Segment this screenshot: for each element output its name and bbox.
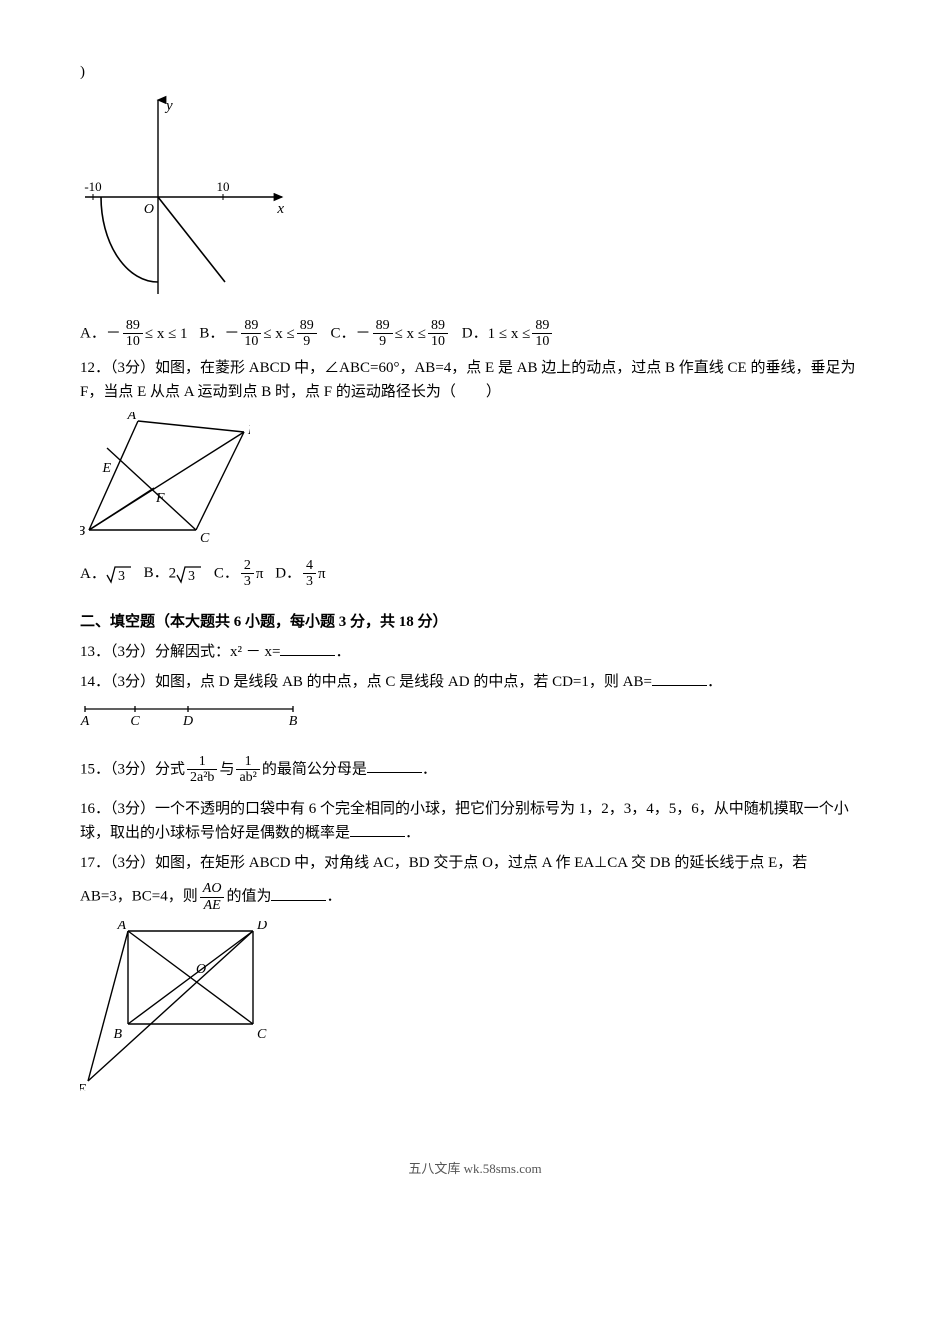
q16: 16．（3分）一个不透明的口袋中有 6 个完全相同的小球，把它们分别标号为 1，… <box>80 797 870 845</box>
svg-text:C: C <box>130 714 140 728</box>
q13: 13．（3分）分解因式：x² － x=． <box>80 640 870 664</box>
q15: 15．（3分）分式12a²b与1ab²的最简公分母是． <box>80 754 870 786</box>
q11-option-a: A．－8910≤ x ≤ 1 <box>80 318 188 350</box>
q12-text: 12．（3分）如图，在菱形 ABCD 中，∠ABC=60°，AB=4，点 E 是… <box>80 356 870 404</box>
svg-text:D: D <box>247 423 250 438</box>
blank <box>350 821 405 837</box>
svg-text:C: C <box>200 531 210 542</box>
svg-text:A: A <box>80 714 90 728</box>
svg-text:B: B <box>289 714 298 728</box>
q12-option-c: C．23π <box>214 558 264 590</box>
q16-text: 16．（3分）一个不透明的口袋中有 6 个完全相同的小球，把它们分别标号为 1，… <box>80 801 849 841</box>
svg-text:10: 10 <box>217 179 230 194</box>
q11-graph-diagram: y x O -10 10 <box>80 92 870 310</box>
q14: 14．（3分）如图，点 D 是线段 AB 的中点，点 C 是线段 AD 的中点，… <box>80 670 870 694</box>
svg-text:-10: -10 <box>84 179 101 194</box>
blank <box>280 640 335 656</box>
dangling-paren: ) <box>80 60 870 84</box>
q14-text: 14．（3分）如图，点 D 是线段 AB 的中点，点 C 是线段 AD 的中点，… <box>80 674 652 690</box>
q11-b-frac1: 8910 <box>241 318 261 350</box>
svg-text:D: D <box>256 921 267 933</box>
svg-text:D: D <box>182 714 193 728</box>
q12-option-a: A．3 <box>80 562 132 586</box>
sqrt-icon: 3 <box>106 563 132 585</box>
blank <box>652 670 707 686</box>
section-2-title: 二、填空题（本大题共 6 小题，每小题 3 分，共 18 分） <box>80 610 870 634</box>
svg-text:A: A <box>126 412 136 423</box>
q12-c-frac: 23 <box>241 558 254 590</box>
q11-c-frac2: 8910 <box>428 318 448 350</box>
svg-text:B: B <box>113 1027 122 1042</box>
q12-options: A．3 B．23 C．23π D．43π <box>80 558 870 590</box>
svg-text:E: E <box>101 461 111 476</box>
svg-text:O: O <box>196 962 206 977</box>
q15-post: 的最简公分母是 <box>262 761 367 777</box>
svg-text:O: O <box>144 202 154 217</box>
q15-frac1: 12a²b <box>187 754 217 786</box>
q12-b-radicand: 3 <box>188 569 195 584</box>
q14-line-diagram: ACDB <box>80 702 870 736</box>
q11-option-b: B．－8910≤ x ≤899 <box>199 318 318 350</box>
blank <box>271 885 326 901</box>
q17-post: 的值为 <box>226 889 271 905</box>
q11-b-frac2: 899 <box>297 318 317 350</box>
svg-text:A: A <box>116 921 126 933</box>
q12-option-b: B．23 <box>144 561 203 586</box>
svg-text:x: x <box>276 201 284 217</box>
svg-text:E: E <box>80 1082 86 1091</box>
page-footer: 五八文库 wk.58sms.com <box>80 1159 870 1180</box>
q12-d-frac: 43 <box>303 558 316 590</box>
q13-text: 13．（3分）分解因式：x² － x= <box>80 644 280 660</box>
q17-line1: 17．（3分）如图，在矩形 ABCD 中，对角线 AC，BD 交于点 O，过点 … <box>80 851 870 875</box>
q12-rhombus-diagram: A D B C E F <box>80 412 870 550</box>
q15-frac2: 1ab² <box>236 754 259 786</box>
q11-a-frac: 8910 <box>123 318 143 350</box>
svg-text:C: C <box>257 1027 267 1042</box>
q12-option-d: D．43π <box>275 558 325 590</box>
q12-a-radicand: 3 <box>118 569 125 584</box>
svg-text:F: F <box>155 491 165 506</box>
svg-text:y: y <box>164 98 173 114</box>
q17-frac: AOAE <box>200 881 225 913</box>
blank <box>367 757 422 773</box>
q11-d-frac: 8910 <box>532 318 552 350</box>
q15-mid: 与 <box>219 761 234 777</box>
q11-options: A．－8910≤ x ≤ 1 B．－8910≤ x ≤899 C．－899≤ x… <box>80 318 870 350</box>
q17-pre: AB=3，BC=4，则 <box>80 889 198 905</box>
q15-pre: 15．（3分）分式 <box>80 761 185 777</box>
sqrt-icon: 3 <box>176 563 202 585</box>
q17-line2: AB=3，BC=4，则AOAE的值为． <box>80 881 870 913</box>
q11-option-d: D．1 ≤ x ≤8910 <box>462 318 555 350</box>
q11-c-frac1: 899 <box>373 318 393 350</box>
q17-rect-diagram: A D B C O E <box>80 921 870 1099</box>
q11-option-c: C．－899≤ x ≤8910 <box>331 318 450 350</box>
svg-text:B: B <box>80 524 85 539</box>
